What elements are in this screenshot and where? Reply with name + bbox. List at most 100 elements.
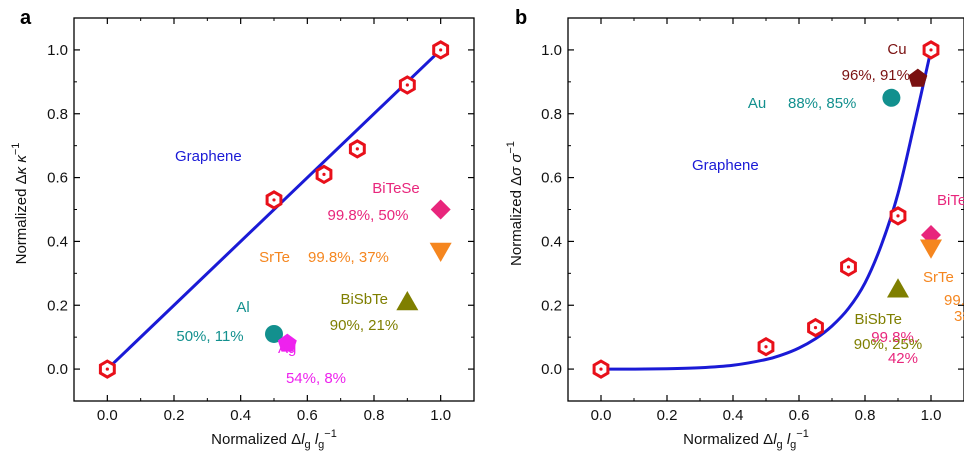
y-tick-label: 0.8 xyxy=(47,106,68,123)
material-name-label: SrTe xyxy=(259,249,290,266)
x-tick-label: 0.4 xyxy=(723,407,744,424)
x-tick-label: 0.0 xyxy=(97,407,118,424)
x-tick-label: 0.0 xyxy=(591,407,612,424)
axis-title-part: Normalized Δ xyxy=(683,431,773,448)
axis-title-part: g xyxy=(318,439,324,451)
material-name-label: SrTe xyxy=(923,269,954,286)
axis-title-part: −1 xyxy=(505,141,517,154)
y-tick-label: 0.6 xyxy=(541,170,562,187)
axis-title-part: l xyxy=(787,431,791,448)
graphene-marker xyxy=(889,206,907,226)
axis-title-part: Normalized Δ xyxy=(508,176,525,266)
x-tick-label: 0.2 xyxy=(164,407,185,424)
y-tick-label: 0.4 xyxy=(541,233,562,250)
y-axis-title: Normalized Δκ κ−1 xyxy=(10,143,30,265)
ticks: 0.0 0.2 0.4 0.6 0.8 1.0 0.0 0.2 0.4 0.6 0.8 1.0 xyxy=(541,18,964,424)
material-name-label: Ag xyxy=(278,340,296,357)
graphene-dot xyxy=(405,83,409,87)
x-tick-label: 0.8 xyxy=(855,407,876,424)
material-value-label: 90%, 25% xyxy=(854,336,922,353)
circle-marker xyxy=(882,88,901,107)
material-value-label: 99.8%, 50% xyxy=(328,207,409,224)
material-cu: Cu 96%, 91% xyxy=(842,41,928,87)
x-tick-label: 1.0 xyxy=(921,407,942,424)
y-tick-label: 0.6 xyxy=(47,170,68,187)
panel-letter: a xyxy=(20,7,32,29)
axis-title-part: Normalized Δ xyxy=(13,174,30,264)
material-value-label: 99.8% xyxy=(944,292,964,309)
graphene-dot xyxy=(272,198,276,202)
triangle-up-marker xyxy=(396,291,419,311)
axis-title-part: −1 xyxy=(324,428,337,440)
material-value-label: 38% xyxy=(954,308,964,325)
material-al: Al 50%, 11% xyxy=(176,299,283,345)
material-bitese: BiTeSe 99.8%, 42% xyxy=(871,192,964,367)
panel-letter: b xyxy=(515,7,527,29)
axis-title-part: Normalized Δ xyxy=(211,431,301,448)
graphene-marker xyxy=(348,139,366,159)
material-bitese: BiTeSe 99.8%, 50% xyxy=(328,180,451,224)
y-tick-label: 0.2 xyxy=(47,297,68,314)
y-tick-label: 1.0 xyxy=(47,42,68,59)
panel-b: b 0.0 0.2 0.4 0.6 0.8 1.0 0.0 0.2 0.4 0.6 0.8 1.0 Nor… xyxy=(505,7,964,451)
pentagon-marker xyxy=(908,68,928,87)
graphene-dot xyxy=(355,147,359,151)
graphene-dot xyxy=(896,214,900,218)
graphene-dot xyxy=(322,172,326,176)
graphene-dot xyxy=(599,367,603,371)
material-value-label: 54%, 8% xyxy=(286,370,346,387)
graphene-marker xyxy=(592,359,610,379)
x-tick-label: 0.8 xyxy=(364,407,385,424)
graphene-marker xyxy=(265,190,283,210)
axis-title-part: −1 xyxy=(796,428,809,440)
graphene-dot xyxy=(439,48,443,52)
triangle-up-marker xyxy=(887,278,909,298)
x-tick-label: 0.6 xyxy=(789,407,810,424)
graphene-dot xyxy=(929,48,933,52)
material-name-label: BiSbTe xyxy=(340,291,388,308)
y-axis-title: Normalized Δσ σ−1 xyxy=(505,141,525,266)
material-value-label: 42% xyxy=(888,350,918,367)
axis-title-part: l xyxy=(773,431,777,448)
axis-title-part: l xyxy=(301,431,305,448)
graphene-marker xyxy=(922,40,940,60)
graphene-marker xyxy=(98,359,116,379)
y-tick-label: 0.8 xyxy=(541,106,562,123)
axis-title-part: g xyxy=(777,439,783,451)
graphene-marker xyxy=(807,317,824,338)
axis-title-part: l xyxy=(315,431,319,448)
material-bisbte: BiSbTe 90%, 21% xyxy=(330,291,419,334)
axis-title-part: κ xyxy=(13,154,30,163)
material-bisbte: BiSbTe 90%, 25% xyxy=(854,278,922,353)
material-value-label: 88%, 85% xyxy=(788,95,856,112)
material-ag: Ag 54%, 8% xyxy=(277,333,346,387)
axis-title-part: −1 xyxy=(10,143,22,156)
x-tick-label: 0.4 xyxy=(230,407,251,424)
material-value-label: 50%, 11% xyxy=(176,328,243,345)
x-axis-title: Normalized Δlg lg−1 xyxy=(211,428,337,451)
circle-marker xyxy=(265,324,283,343)
axis-title-part: σ xyxy=(508,153,525,163)
ticks: 0.0 0.2 0.4 0.6 0.8 1.0 0.0 0.2 0.4 0.6 0.8 1.0 xyxy=(47,18,474,424)
axis-title-part: κ xyxy=(13,165,30,174)
material-name-label: BiTeSe xyxy=(372,180,420,197)
graphene-dot xyxy=(764,345,768,349)
graphene-label: Graphene xyxy=(692,157,759,174)
material-name-label: Cu xyxy=(887,41,906,58)
x-axis-title: Normalized Δlg lg−1 xyxy=(683,428,809,451)
material-name-label: BiSbTe xyxy=(854,311,902,328)
material-name-label: Au xyxy=(748,95,766,112)
x-tick-label: 1.0 xyxy=(430,407,451,424)
material-value-label: 99.8%, xyxy=(871,329,918,346)
graphene-marker xyxy=(432,40,450,60)
graphene-marker xyxy=(840,257,857,277)
y-tick-label: 0.0 xyxy=(47,361,68,378)
graphene-dot xyxy=(813,325,818,330)
diamond-marker xyxy=(430,199,451,220)
axis-title-part: g xyxy=(305,439,311,451)
graphene-marker xyxy=(398,75,416,95)
material-value-label: 99.8%, 37% xyxy=(308,249,389,266)
graphene-label: Graphene xyxy=(175,148,242,165)
material-srte: SrTe 99.8%38% xyxy=(920,239,964,325)
